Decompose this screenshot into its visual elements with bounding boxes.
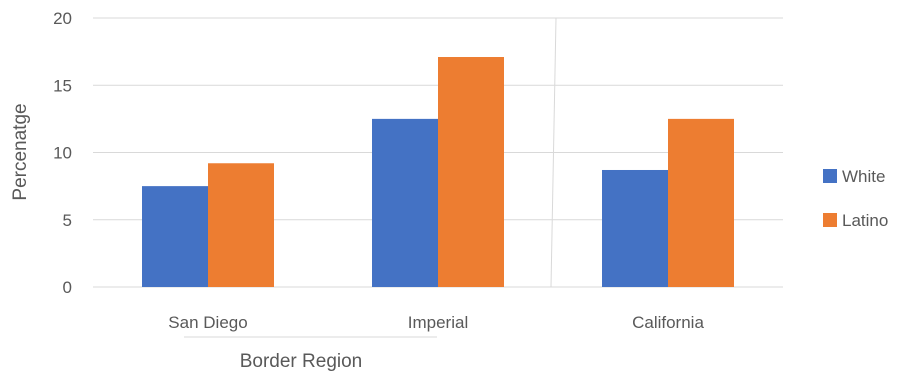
category-label: California bbox=[632, 313, 704, 332]
region-divider bbox=[550, 17, 557, 288]
legend-label-white: White bbox=[842, 167, 885, 186]
category-label: Imperial bbox=[408, 313, 468, 332]
legend-swatch-latino bbox=[823, 213, 837, 227]
legend-swatch-white bbox=[823, 169, 837, 183]
bar-white-california bbox=[602, 169, 668, 287]
legend: White Latino bbox=[823, 167, 888, 230]
y-tick-label: 20 bbox=[53, 9, 72, 28]
y-tick-label: 0 bbox=[63, 278, 72, 297]
x-axis-title: Border Region bbox=[240, 351, 363, 372]
category-labels: San Diego Imperial California bbox=[168, 313, 704, 332]
bar-latino-imperial bbox=[438, 57, 504, 287]
y-axis-title: Percenatge bbox=[10, 103, 31, 200]
category-label: San Diego bbox=[168, 313, 247, 332]
bar-latino-san-diego bbox=[208, 163, 274, 287]
y-tick-label: 10 bbox=[53, 144, 72, 163]
bar-latino-california bbox=[668, 118, 734, 287]
bar-white-san-diego bbox=[142, 186, 208, 287]
y-tick-label: 15 bbox=[53, 76, 72, 95]
bar-white-imperial bbox=[372, 118, 438, 287]
bars bbox=[142, 57, 734, 287]
legend-label-latino: Latino bbox=[842, 211, 888, 230]
y-tick-label: 5 bbox=[63, 211, 72, 230]
y-axis-tick-labels: 0 5 10 15 20 bbox=[53, 9, 72, 297]
